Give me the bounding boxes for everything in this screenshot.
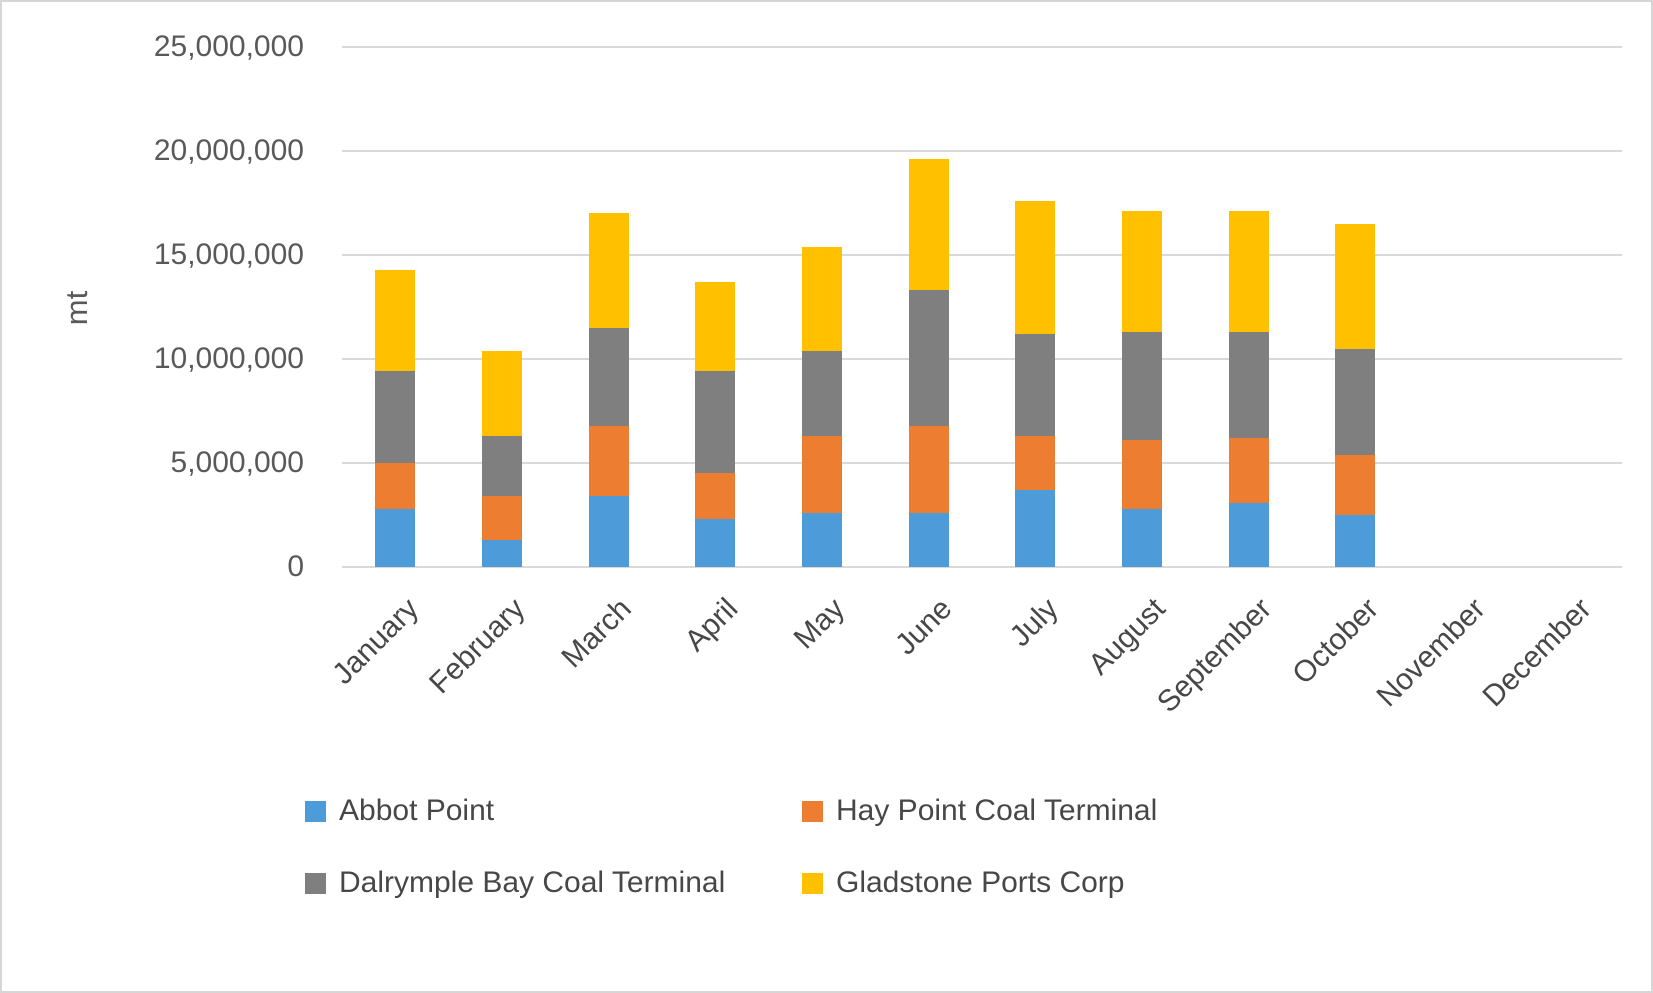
bar-segment [375,463,416,509]
bar-segment [1335,348,1376,455]
x-axis-label: February [423,592,532,701]
bar-segment [802,435,842,513]
x-axis-label: July [1003,592,1065,654]
legend-label: Abbot Point [339,794,495,827]
y-axis-tick-label: 10,000,000 [153,342,304,375]
bar-segment [482,350,522,436]
bar-segment [1122,440,1162,509]
legend-item: Abbot Point [305,794,802,828]
bar-segment [695,371,736,474]
bar-segment [588,425,629,497]
bar-segment [482,435,522,497]
x-axis-label: May [787,592,852,656]
bar-segment [1015,200,1056,335]
bar-segment [695,473,736,520]
legend-label: Hay Point Coal Terminal [836,794,1158,827]
bar-segment [1335,454,1376,515]
y-axis-title: mt [59,290,95,326]
bar-segment [588,496,629,567]
bar-segment [1228,502,1269,567]
bar-segment [695,519,736,567]
x-axis-label: September [1150,592,1279,720]
bar-segment [908,512,949,567]
x-axis-label: March [555,592,639,675]
bar-segment [1335,223,1376,349]
legend-label: Dalrymple Bay Coal Terminal [339,866,726,899]
bar-segment [1122,508,1162,567]
gridline [342,46,1622,48]
bar-segment [695,282,736,372]
bar-segment [1015,334,1056,436]
x-axis-label: October [1285,592,1385,691]
y-axis-tick-label: 5,000,000 [170,446,304,479]
legend-label: Gladstone Ports Corp [836,866,1125,899]
bar-segment [1335,515,1376,567]
y-axis-tick-label: 15,000,000 [153,238,304,271]
bar-segment [1015,435,1056,491]
bar-segment [1228,438,1269,503]
x-axis-label: December [1476,592,1599,714]
bar-segment [802,350,842,436]
bar-segment [1122,331,1162,441]
bar-segment [482,496,522,540]
bar-segment [1228,331,1269,439]
gridline [342,358,1622,360]
gridline [342,566,1622,568]
y-axis-tick-label: 20,000,000 [153,134,304,167]
x-axis-label: August [1081,592,1172,682]
bar-segment [588,327,629,426]
bar-segment [1122,211,1162,332]
bar-segment [1228,211,1269,332]
gridline [342,462,1622,464]
gridline [342,150,1622,152]
bar-segment [802,246,842,351]
bar-segment [908,290,949,426]
bar-segment [375,508,416,567]
y-axis-tick-label: 0 [287,550,304,583]
bar-segment [482,539,522,567]
legend-swatch [305,800,326,822]
bar-segment [802,512,842,567]
x-axis-label: November [1370,592,1492,714]
legend-item: Dalrymple Bay Coal Terminal [305,866,802,900]
x-axis-label: January [325,592,425,691]
x-axis-label: April [678,592,745,658]
x-axis-label: June [888,592,959,662]
legend-swatch [305,872,326,894]
y-axis-tick-label: 25,000,000 [153,30,304,63]
gridline [342,254,1622,256]
legend-item: Hay Point Coal Terminal [802,794,1157,828]
legend-item: Gladstone Ports Corp [802,866,1157,900]
bar-segment [1015,490,1056,567]
legend-swatch [802,872,823,894]
bar-segment [908,159,949,291]
bar-segment [375,269,416,372]
legend-swatch [802,800,823,822]
chart-legend: Abbot Point Hay Point Coal Terminal Dalrym… [305,794,1157,900]
bar-segment [588,213,629,328]
bar-segment [908,425,949,513]
bar-segment [375,371,416,463]
